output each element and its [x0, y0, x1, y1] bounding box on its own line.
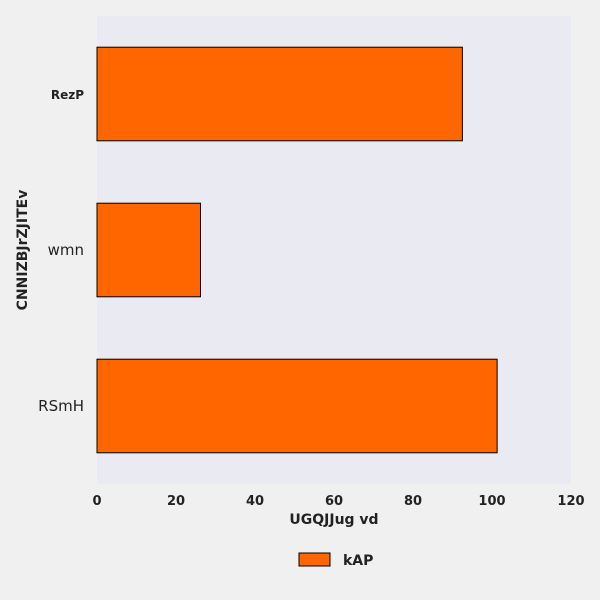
x-tick-label-120: 120 — [557, 494, 584, 509]
x-tick-label-0: 0 — [92, 494, 101, 509]
bar-RSmH — [96, 358, 498, 454]
category-label-wmn: wmn — [48, 241, 84, 259]
category-label-RezP: RezP — [51, 88, 84, 102]
category-labels: RezP wmn RSmH — [38, 88, 84, 415]
legend-swatch — [298, 552, 331, 567]
x-tick-label-60: 60 — [325, 494, 343, 509]
x-tick-label-100: 100 — [478, 494, 505, 509]
bars-group — [96, 46, 498, 454]
legend: kAP — [298, 552, 373, 569]
x-tick-label-40: 40 — [246, 494, 264, 509]
y-axis-title: CNNIZBJrZJITEv — [15, 190, 31, 311]
bar-RezP — [96, 46, 463, 142]
legend-label: kAP — [343, 553, 373, 569]
x-tick-label-20: 20 — [167, 494, 185, 509]
x-tick-label-80: 80 — [404, 494, 422, 509]
x-axis-title: UGQJJug vd — [289, 512, 378, 528]
x-tick-labels: 0 20 40 60 80 100 120 — [92, 494, 584, 509]
category-label-RSmH: RSmH — [38, 397, 84, 415]
bar-wmn — [96, 202, 201, 298]
